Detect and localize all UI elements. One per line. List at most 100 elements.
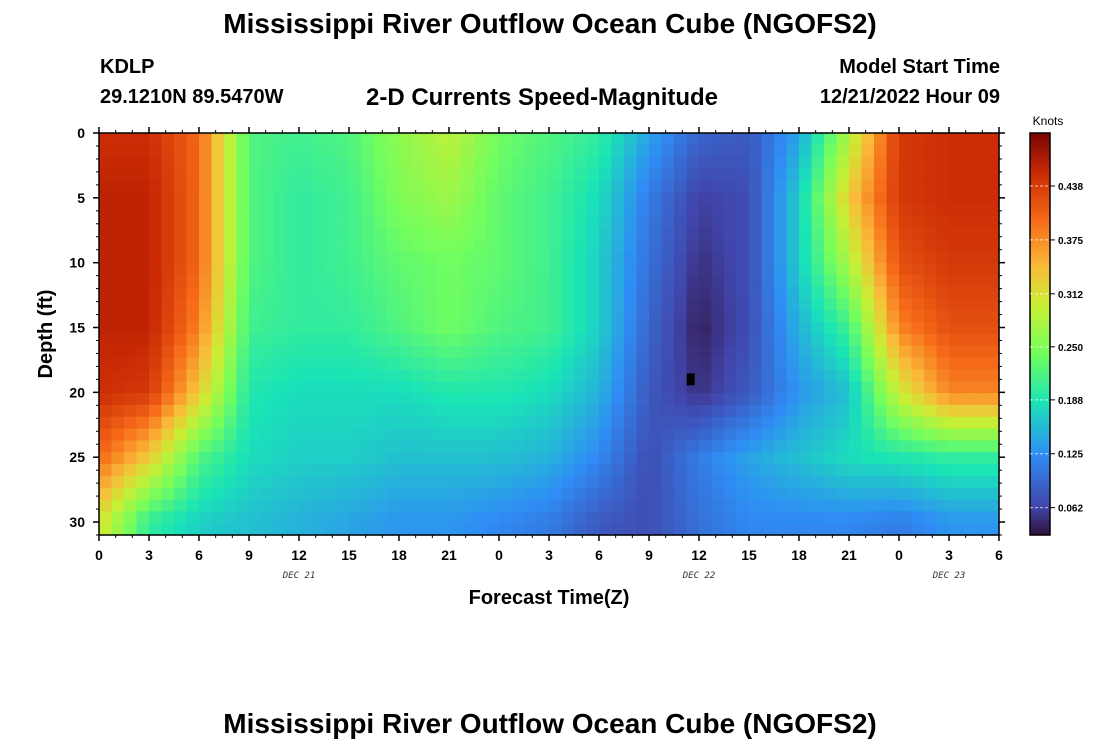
heatmap-cell [249, 239, 263, 252]
heatmap-cell [486, 440, 500, 453]
heatmap-cell [899, 452, 913, 465]
heatmap-cell [561, 251, 575, 264]
heatmap-cell [624, 251, 638, 264]
heatmap-cell [324, 192, 338, 205]
heatmap-cell [224, 286, 238, 300]
heatmap-cell [324, 227, 338, 241]
heatmap-cell [636, 334, 650, 347]
colorbar-tick-label: 0.312 [1058, 290, 1083, 301]
heatmap-cell [424, 133, 438, 146]
date-label: DEC 21 [282, 571, 316, 581]
heatmap-cell [661, 404, 675, 418]
heatmap-cell [536, 286, 550, 300]
heatmap-cell [374, 180, 388, 193]
heatmap-cell [811, 511, 825, 524]
heatmap-cell [474, 156, 488, 170]
heatmap-cell [374, 440, 388, 453]
heatmap-cell [749, 133, 763, 146]
heatmap-cell [886, 156, 900, 170]
heatmap-cell [399, 239, 413, 252]
heatmap-cell [261, 133, 275, 146]
heatmap-cell [886, 263, 900, 276]
heatmap-cell [611, 144, 625, 158]
heatmap-cell [486, 393, 500, 406]
heatmap-cell [349, 428, 363, 442]
heatmap-cell [749, 334, 763, 347]
heatmap-cell [961, 251, 975, 264]
heatmap-cell [361, 274, 375, 288]
heatmap-cell [174, 133, 188, 146]
heatmap-cell [374, 404, 388, 418]
heatmap-cell [761, 499, 775, 512]
heatmap-cell [349, 274, 363, 288]
heatmap-cell [549, 487, 563, 501]
heatmap-cell [486, 357, 500, 371]
heatmap-cell [574, 274, 588, 288]
heatmap-cell [986, 298, 1000, 311]
heatmap-cell [311, 357, 325, 371]
heatmap-cell [986, 357, 1000, 371]
heatmap-cell [436, 286, 450, 300]
heatmap-cell [774, 440, 788, 453]
heatmap-cell [161, 215, 175, 229]
heatmap-cell [286, 345, 300, 359]
heatmap-cell [361, 310, 375, 323]
heatmap-cell [161, 180, 175, 193]
heatmap-cell [774, 322, 788, 335]
heatmap-cell [411, 286, 425, 300]
heatmap-cell [99, 168, 113, 181]
heatmap-cell [811, 416, 825, 430]
heatmap-cell [336, 475, 350, 489]
heatmap-cell [824, 440, 838, 453]
heatmap-cell [586, 239, 600, 252]
heatmap-cell [524, 144, 538, 158]
heatmap-cell [449, 251, 463, 264]
heatmap-cell [849, 511, 863, 524]
heatmap-cell [299, 393, 313, 406]
heatmap-cell [549, 334, 563, 347]
heatmap-cell [161, 381, 175, 394]
heatmap-cell [174, 416, 188, 430]
heatmap-cell [886, 357, 900, 371]
heatmap-cell [486, 404, 500, 418]
heatmap-cell [186, 523, 200, 536]
heatmap-cell [211, 357, 225, 371]
heatmap-cell [424, 357, 438, 371]
heatmap-cell [686, 511, 700, 524]
heatmap-cell [574, 464, 588, 477]
heatmap-cell [286, 381, 300, 394]
heatmap-cell [424, 475, 438, 489]
heatmap-cell [424, 203, 438, 217]
heatmap-cell [711, 227, 725, 241]
heatmap-cell [761, 393, 775, 406]
heatmap-cell [399, 227, 413, 241]
heatmap-cell [986, 487, 1000, 501]
heatmap-cell [674, 487, 688, 501]
heatmap-cell [449, 156, 463, 170]
heatmap-cell [874, 511, 888, 524]
heatmap-cell [861, 310, 875, 323]
heatmap-cell [336, 334, 350, 347]
heatmap-cell [274, 286, 288, 300]
heatmap-cell [386, 322, 400, 335]
heatmap-cell [849, 381, 863, 394]
heatmap-cell [136, 322, 150, 335]
heatmap-cell [586, 192, 600, 205]
heatmap-cell [574, 298, 588, 311]
heatmap-cell [786, 345, 800, 359]
heatmap-cell [186, 144, 200, 158]
heatmap-cell [599, 274, 613, 288]
heatmap-cell [786, 523, 800, 536]
heatmap-cell [461, 511, 475, 524]
heatmap-cell [299, 487, 313, 501]
heatmap-cell [199, 334, 213, 347]
heatmap-cell [186, 133, 200, 146]
heatmap-cell [274, 511, 288, 524]
heatmap-cell [511, 523, 525, 536]
heatmap-cell [361, 227, 375, 241]
heatmap-cell [599, 381, 613, 394]
heatmap-cell [586, 180, 600, 193]
heatmap-cell [174, 381, 188, 394]
heatmap-cell [449, 440, 463, 453]
heatmap-cell [511, 203, 525, 217]
